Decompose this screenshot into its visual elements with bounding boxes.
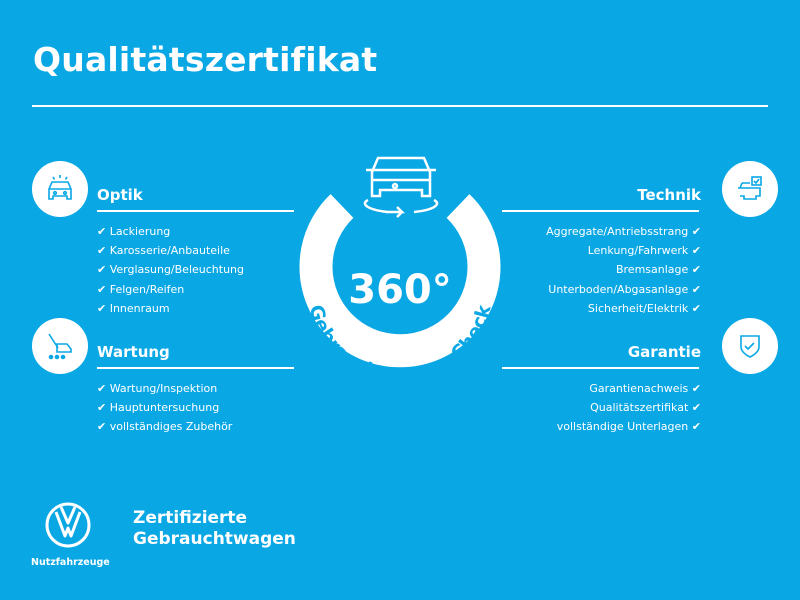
checklist-item-label: Unterboden/Abgasanlage — [548, 282, 689, 296]
checklist-item-label: Lenkung/Fahrwerk — [587, 244, 689, 258]
check-icon: ✔ — [691, 244, 701, 258]
checklist-item: Bremsanlage ✔ — [546, 260, 701, 279]
section-heading-garantie: Garantie — [627, 343, 701, 361]
page-title: Qualitätszertifikat — [33, 40, 378, 79]
maintenance-tools-icon — [32, 318, 88, 374]
checklist-item-label: Felgen/Reifen — [109, 282, 185, 296]
checklist-item: ✔ Hauptuntersuchung — [97, 398, 232, 417]
checklist-item: ✔ Karosserie/Anbauteile — [97, 241, 244, 260]
checklist-item-label: Garantienachweis — [589, 382, 689, 395]
checklist-item-label: vollständiges Zubehör — [109, 420, 233, 434]
car-front-lights-icon — [32, 161, 88, 217]
checklist-item: vollständige Unterlagen ✔ — [557, 417, 701, 436]
checklist-item: ✔ Wartung/Inspektion — [97, 379, 232, 398]
brand-line-1: Zertifizierte — [133, 508, 248, 528]
checklist-item: Lenkung/Fahrwerk ✔ — [546, 241, 701, 260]
check-icon: ✔ — [97, 301, 107, 315]
section-heading-optik: Optik — [97, 186, 143, 204]
checklist-item: ✔ vollständiges Zubehör — [97, 417, 232, 436]
check-icon: ✔ — [691, 401, 701, 415]
checklist-item-label: Qualitätszertifikat — [590, 401, 689, 415]
vw-logo — [45, 502, 91, 548]
shield-check-icon — [722, 318, 778, 374]
checklist-item: ✔ Verglasung/Beleuchtung — [97, 260, 244, 279]
divider — [32, 105, 768, 107]
check-icon: ✔ — [97, 225, 107, 238]
check-icon: ✔ — [97, 282, 107, 296]
360-check-badge: 360° Gebrauchtwagen-Check — [299, 156, 501, 387]
check-icon: ✔ — [691, 225, 701, 238]
checklist-item: Qualitätszertifikat ✔ — [557, 398, 701, 417]
checklist-item: Garantienachweis ✔ — [557, 379, 701, 398]
badge-ring — [299, 194, 501, 368]
checklist-item-label: Karosserie/Anbauteile — [109, 244, 230, 258]
check-icon: ✔ — [691, 301, 701, 315]
checklist-item: Sicherheit/Elektrik ✔ — [546, 299, 701, 318]
checklist-item: Aggregate/Antriebsstrang ✔ — [546, 222, 701, 241]
checklist-item-label: Innenraum — [109, 301, 170, 315]
checklist-item-label: Hauptuntersuchung — [109, 401, 220, 415]
car-rotate-icon — [363, 156, 439, 218]
wartung-list: ✔ Wartung/Inspektion ✔ Hauptuntersuchung ✔… — [97, 379, 232, 437]
checklist-item-label: Verglasung/Beleuchtung — [109, 263, 244, 277]
optik-list: ✔ Lackierung ✔ Karosserie/Anbauteile ✔ Ver… — [97, 222, 244, 318]
check-icon: ✔ — [97, 263, 107, 277]
checklist-item-label: Bremsanlage — [615, 263, 689, 277]
divider — [97, 367, 294, 369]
technik-list: Aggregate/Antriebsstrang ✔ Lenkung/Fahrwe… — [546, 222, 701, 318]
divider — [97, 210, 294, 212]
check-icon: ✔ — [691, 382, 701, 395]
checklist-item-label: Aggregate/Antriebsstrang — [546, 225, 689, 238]
check-icon: ✔ — [691, 420, 701, 434]
brand-line-2: Gebrauchtwagen — [133, 529, 296, 549]
brand-title: Zertifizierte Gebrauchtwagen — [133, 508, 296, 550]
car-checklist-icon — [722, 161, 778, 217]
divider — [502, 367, 699, 369]
section-heading-technik: Technik — [637, 186, 701, 204]
checklist-item-label: Lackierung — [109, 225, 171, 238]
check-icon: ✔ — [97, 382, 107, 395]
logo-subtitle: Nutzfahrzeuge — [31, 557, 110, 568]
check-icon: ✔ — [691, 282, 701, 296]
garantie-list: Garantienachweis ✔ Qualitätszertifikat ✔ v… — [557, 379, 701, 437]
checklist-item: ✔ Felgen/Reifen — [97, 280, 244, 299]
section-heading-wartung: Wartung — [97, 343, 170, 361]
check-icon: ✔ — [691, 263, 701, 277]
checklist-item: Unterboden/Abgasanlage ✔ — [546, 280, 701, 299]
checklist-item: ✔ Lackierung — [97, 222, 244, 241]
badge-number: 360° — [348, 267, 452, 313]
divider — [502, 210, 699, 212]
checklist-item-label: vollständige Unterlagen — [556, 420, 689, 434]
checklist-item-label: Sicherheit/Elektrik — [587, 301, 689, 315]
check-icon: ✔ — [97, 420, 107, 434]
checklist-item: ✔ Innenraum — [97, 299, 244, 318]
check-icon: ✔ — [97, 401, 107, 415]
check-icon: ✔ — [97, 244, 107, 258]
checklist-item-label: Wartung/Inspektion — [109, 382, 218, 395]
